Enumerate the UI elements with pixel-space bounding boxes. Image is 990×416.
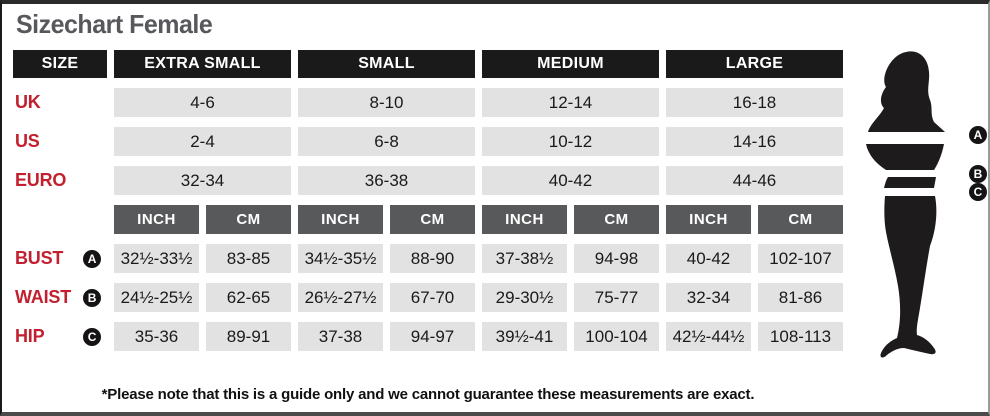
- header-extra-small: EXTRA SMALL: [114, 50, 291, 78]
- unit-header-cm-l: CM: [758, 205, 843, 234]
- unit-header-cm-xs: CM: [206, 205, 291, 234]
- row-label-us: US: [15, 131, 40, 151]
- bust-s-cm: 88-90: [390, 244, 475, 273]
- hip-xs-cm: 89-91: [206, 322, 291, 351]
- row-label-hip: HIP C: [13, 322, 107, 351]
- size-table: SIZE EXTRA SMALL SMALL MEDIUM LARGE UK 4…: [13, 50, 843, 351]
- figure-marker-b: B: [969, 165, 987, 183]
- waist-m-inch: 29-30½: [482, 283, 567, 312]
- waist-xs-cm: 62-65: [206, 283, 291, 312]
- row-label-waist: WAIST B: [13, 283, 107, 312]
- waist-m-cm: 75-77: [574, 283, 659, 312]
- bust-xs-cm: 83-85: [206, 244, 291, 273]
- unit-header-inch-m: INCH: [482, 205, 567, 234]
- row-label-bust: BUST A: [13, 244, 107, 273]
- bust-l-cm: 102-107: [758, 244, 843, 273]
- unit-header-inch-s: INCH: [298, 205, 383, 234]
- hip-l-inch: 42½-44½: [666, 322, 751, 351]
- hip-label: HIP: [15, 326, 45, 346]
- bust-marker-badge: A: [83, 249, 101, 268]
- hip-s-cm: 94-97: [390, 322, 475, 351]
- header-large: LARGE: [666, 50, 843, 78]
- waist-xs-inch: 24½-25½: [114, 283, 199, 312]
- hip-xs-inch: 35-36: [114, 322, 199, 351]
- waist-l-cm: 81-86: [758, 283, 843, 312]
- bust-label: BUST: [15, 248, 64, 268]
- disclaimer-note: *Please note that this is a guide only a…: [101, 386, 755, 403]
- measurement-figure: A B C: [856, 42, 988, 372]
- us-large: 14-16: [666, 127, 843, 156]
- hip-s-inch: 37-38: [298, 322, 383, 351]
- hip-marker-badge: C: [83, 327, 101, 346]
- unit-header-spacer: [13, 205, 107, 234]
- waist-l-inch: 32-34: [666, 283, 751, 312]
- unit-header-inch-l: INCH: [666, 205, 751, 234]
- uk-medium: 12-14: [482, 88, 659, 117]
- us-small: 6-8: [298, 127, 475, 156]
- header-small: SMALL: [298, 50, 475, 78]
- uk-large: 16-18: [666, 88, 843, 117]
- unit-header-cm-m: CM: [574, 205, 659, 234]
- euro-medium: 40-42: [482, 166, 659, 195]
- unit-header-cm-s: CM: [390, 205, 475, 234]
- row-label-euro: EURO: [15, 170, 67, 190]
- waist-marker-badge: B: [83, 288, 101, 307]
- waist-label: WAIST: [15, 287, 71, 307]
- page-title: Sizechart Female: [16, 9, 213, 39]
- bust-xs-inch: 32½-33½: [114, 244, 199, 273]
- uk-small: 8-10: [298, 88, 475, 117]
- hip-m-cm: 100-104: [574, 322, 659, 351]
- waist-s-cm: 67-70: [390, 283, 475, 312]
- header-medium: MEDIUM: [482, 50, 659, 78]
- female-silhouette-icon: [866, 51, 945, 358]
- euro-extra-small: 32-34: [114, 166, 291, 195]
- euro-small: 36-38: [298, 166, 475, 195]
- row-label-uk: UK: [15, 92, 41, 112]
- bust-s-inch: 34½-35½: [298, 244, 383, 273]
- hip-m-inch: 39½-41: [482, 322, 567, 351]
- us-extra-small: 2-4: [114, 127, 291, 156]
- figure-marker-c: C: [969, 183, 987, 201]
- bust-m-cm: 94-98: [574, 244, 659, 273]
- uk-extra-small: 4-6: [114, 88, 291, 117]
- header-size: SIZE: [13, 50, 107, 78]
- us-medium: 10-12: [482, 127, 659, 156]
- figure-marker-a: A: [969, 126, 987, 144]
- euro-large: 44-46: [666, 166, 843, 195]
- unit-header-inch-xs: INCH: [114, 205, 199, 234]
- bust-m-inch: 37-38½: [482, 244, 567, 273]
- bust-l-inch: 40-42: [666, 244, 751, 273]
- hip-l-cm: 108-113: [758, 322, 843, 351]
- waist-s-inch: 26½-27½: [298, 283, 383, 312]
